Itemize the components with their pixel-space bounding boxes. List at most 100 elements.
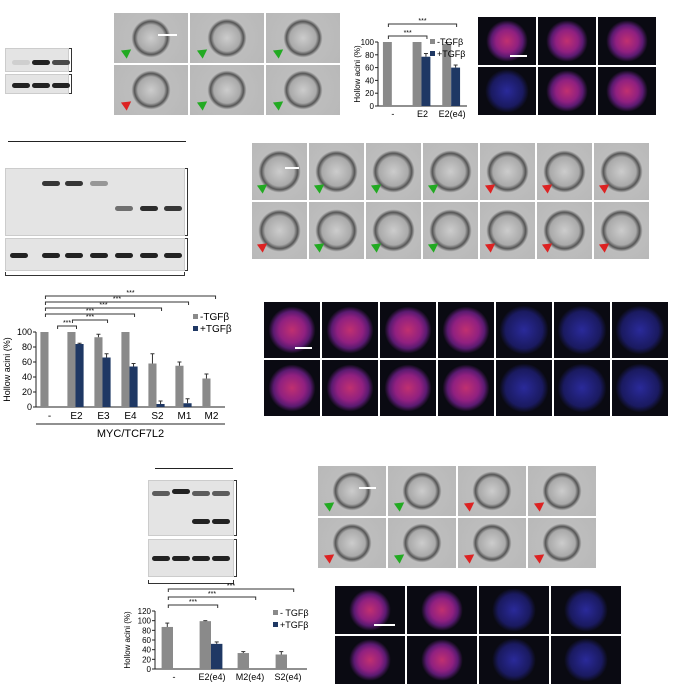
y-tick-label: 40 [22, 372, 32, 382]
significance-label: *** [86, 314, 94, 321]
scale-bar [509, 55, 528, 58]
y-tick-label: 20 [365, 89, 374, 98]
construct-line [8, 141, 186, 142]
legend-swatch [193, 314, 198, 319]
bar-minus-tgf [412, 42, 422, 106]
y-tick-label: 60 [142, 636, 151, 645]
x-tick-label: S2(e4) [274, 672, 301, 682]
x-tick-label: M1 [178, 411, 192, 422]
legend-swatch [193, 326, 198, 331]
dic-image [309, 143, 364, 200]
fluorescence-image [496, 360, 552, 416]
x-tick-label: E3 [97, 411, 110, 422]
bar-minus-tgf [161, 626, 173, 669]
bar-plus-tgf [421, 56, 431, 106]
significance-label: *** [208, 591, 216, 598]
y-tick-label: 100 [361, 38, 375, 47]
bar-plus-tgf [102, 357, 111, 407]
red-arrowhead-icon [120, 97, 134, 111]
blot-0 [5, 48, 70, 72]
y-tick-label: 0 [27, 402, 32, 412]
legend-swatch [430, 51, 435, 56]
band [212, 519, 230, 524]
blot-1 [148, 539, 234, 577]
y-tick-label: 80 [142, 626, 151, 635]
dic-image [458, 518, 526, 568]
dic-image [388, 518, 456, 568]
dic-image [480, 202, 535, 259]
red-arrowhead-icon [484, 239, 498, 253]
fluorescence-image [551, 586, 621, 634]
significance-label: *** [126, 290, 134, 297]
x-tick-label: - [391, 109, 394, 119]
fluorescence-image [380, 360, 436, 416]
x-tick-label: E2(e4) [439, 109, 466, 119]
bar-minus-tgf [199, 621, 211, 669]
bar-minus-tgf [175, 365, 184, 407]
fluorescence-image [264, 302, 320, 358]
fluorescence-image [322, 302, 378, 358]
significance-bracket [44, 307, 163, 311]
dic-image [309, 202, 364, 259]
red-arrowhead-icon [541, 239, 555, 253]
fluorescence-image [407, 586, 477, 634]
red-arrowhead-icon [256, 239, 270, 253]
y-tick-label: 100 [138, 617, 152, 626]
band [212, 556, 230, 561]
significance-label: *** [99, 302, 107, 309]
band [212, 491, 230, 496]
y-tick-label: 60 [365, 64, 374, 73]
fluorescence-image [322, 360, 378, 416]
scale-bar [158, 34, 177, 36]
band [140, 206, 158, 211]
fluorescence-image [335, 636, 405, 684]
red-arrowhead-icon [534, 550, 548, 564]
x-tick-label: E2 [70, 411, 83, 422]
band [192, 519, 210, 524]
red-arrowhead-icon [541, 180, 555, 194]
legend-swatch [273, 610, 278, 615]
significance-bracket [167, 596, 257, 600]
legend-label: - TGFβ [280, 608, 309, 618]
bar-minus-tgf [382, 42, 392, 106]
green-arrowhead-icon [394, 550, 408, 564]
blot-bracket [185, 168, 188, 236]
dic-image [266, 13, 340, 63]
y-tick-label: 20 [22, 387, 32, 397]
fluorescence-image [612, 302, 668, 358]
red-arrowhead-icon [464, 550, 478, 564]
dic-image [423, 143, 478, 200]
dic-image [594, 143, 649, 200]
significance-bracket [387, 23, 458, 27]
band [32, 60, 50, 65]
green-arrowhead-icon [272, 45, 286, 59]
fluorescence-image [478, 17, 536, 65]
y-tick-label: 40 [365, 76, 374, 85]
green-arrowhead-icon [427, 180, 441, 194]
dic-image [190, 13, 264, 63]
significance-label: *** [63, 320, 71, 327]
band [192, 491, 210, 496]
band [164, 206, 182, 211]
legend-label: +TGFβ [437, 49, 465, 59]
blot-bracket [185, 238, 188, 271]
significance-bracket [57, 325, 77, 329]
fluorescence-image [554, 302, 610, 358]
band [65, 253, 83, 258]
band [12, 83, 30, 88]
fluorescence-image [551, 636, 621, 684]
dic-image [388, 466, 456, 516]
red-arrowhead-icon [598, 180, 612, 194]
green-arrowhead-icon [120, 45, 134, 59]
blot-1 [5, 238, 185, 271]
bar-plus-tgf [211, 643, 223, 669]
x-tick-label: E2 [417, 109, 428, 119]
band [65, 181, 83, 186]
bar-minus-tgf [121, 332, 130, 407]
dic-image [528, 518, 596, 568]
bar-minus-tgf [94, 337, 103, 407]
dic-image [528, 466, 596, 516]
red-arrowhead-icon [598, 239, 612, 253]
y-tick-label: 40 [142, 646, 151, 655]
